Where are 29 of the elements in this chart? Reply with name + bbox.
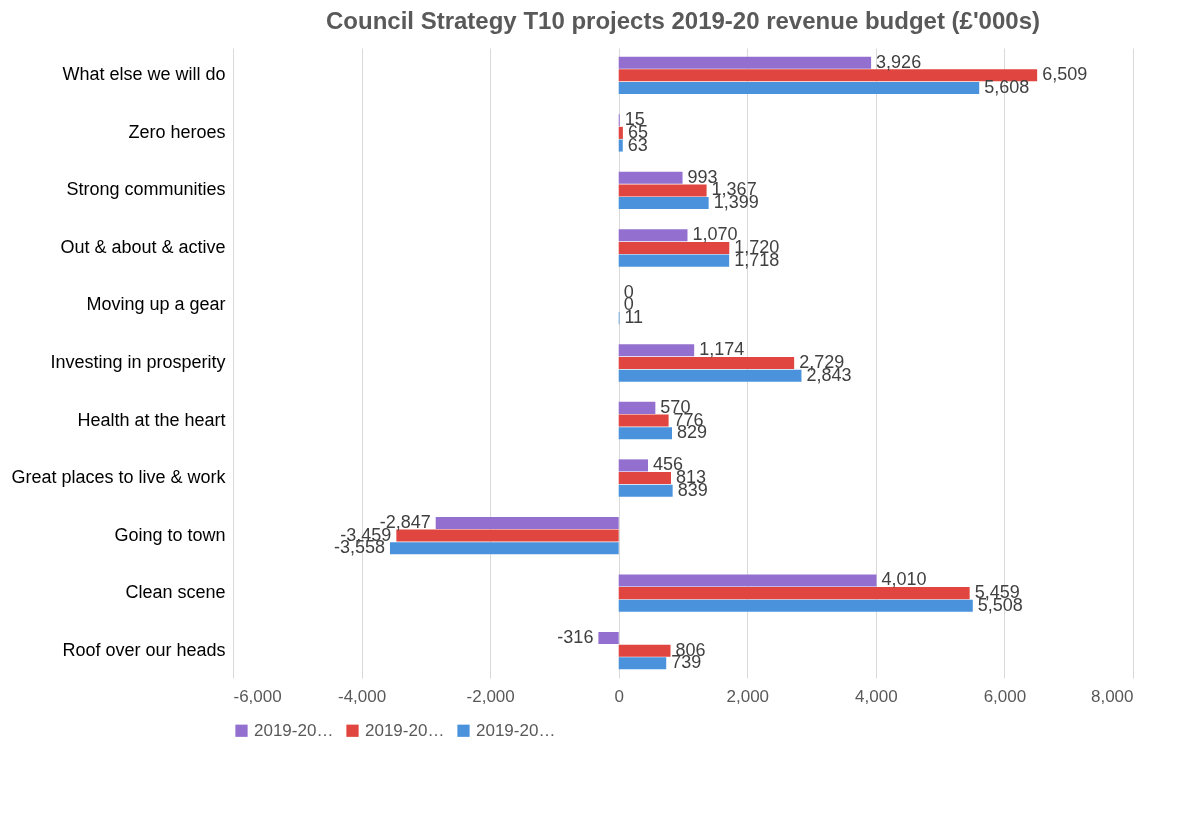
x-tick-label: 6,000 — [983, 686, 1027, 706]
x-tick-label: -2,000 — [466, 686, 515, 706]
x-tick-label: 0 — [614, 686, 624, 706]
legend-label: 2019-20… — [365, 720, 445, 740]
y-tick-label: Moving up a gear — [86, 294, 226, 315]
y-tick-label: Roof over our heads — [62, 639, 226, 660]
legend-label: 2019-20… — [254, 720, 334, 740]
x-tick-label: 4,000 — [855, 686, 898, 706]
y-tick-label: Zero heroes — [128, 121, 226, 142]
legend-label: 2019-20… — [476, 720, 556, 740]
y-tick-label: Investing in prosperity — [50, 352, 226, 372]
y-tick-label: Out & about & active — [60, 236, 226, 257]
x-tick-label: -6,000 — [233, 686, 282, 706]
y-tick-label: What else we will do — [62, 64, 226, 85]
data-label: 5,608 — [984, 77, 1030, 98]
data-label: 1,174 — [699, 339, 745, 360]
x-tick-label: 8,000 — [1090, 686, 1134, 706]
y-tick-label: Strong communities — [66, 179, 226, 200]
y-tick-label: Going to town — [114, 524, 226, 545]
x-tick-label: 2,000 — [726, 686, 770, 706]
y-tick-label: Health at the heart — [77, 409, 226, 430]
y-tick-label: Clean scene — [125, 582, 226, 603]
y-tick-label: Great places to live & work — [11, 467, 227, 488]
data-label: 4,010 — [881, 569, 927, 590]
chart-title: Council Strategy T10 projects 2019-20 revenue budget (£'000s) — [326, 7, 1040, 34]
data-label: 3,926 — [876, 51, 922, 72]
data-label: 6,509 — [1042, 64, 1088, 85]
data-label: -316 — [557, 626, 594, 647]
x-tick-label: -4,000 — [337, 686, 387, 706]
